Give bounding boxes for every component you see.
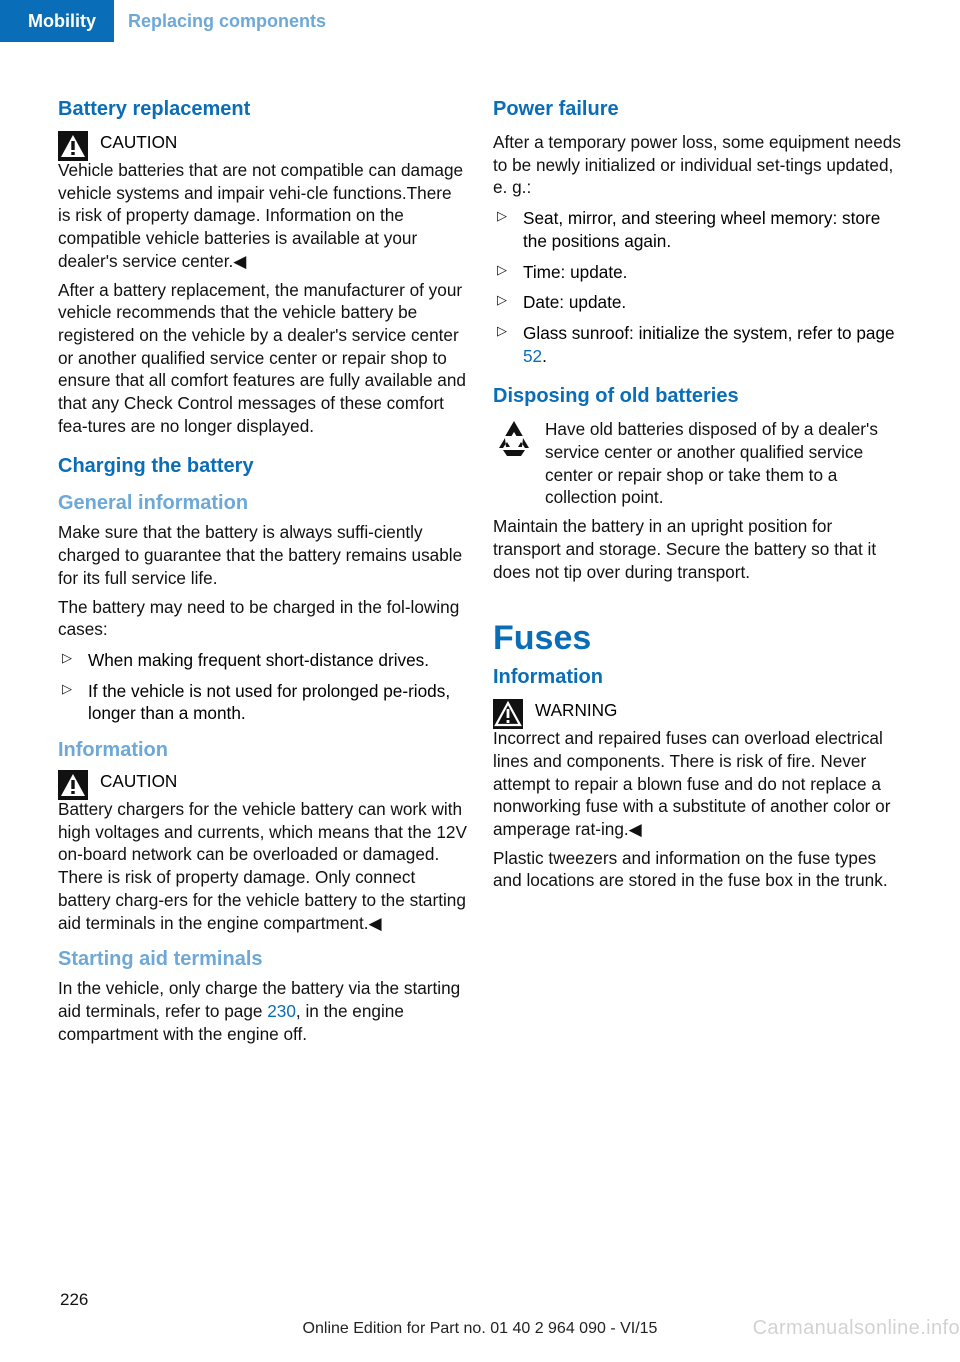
paragraph-starting-aid: In the vehicle, only charge the battery … [58,977,467,1045]
caution-2-text: CAUTION [100,770,177,795]
warning-box: WARNING [493,699,902,729]
warning-icon [493,699,527,729]
recycle-row: Have old batteries disposed of by a deal… [493,418,902,509]
paragraph-general-2: The battery may need to be charged in th… [58,596,467,641]
page: Mobility Replacing components Battery re… [0,0,960,1362]
caution-box-2: CAUTION [58,770,467,800]
paragraph-general-1: Make sure that the battery is always suf… [58,521,467,589]
heading-power-failure: Power failure [493,98,902,121]
caution-1-body: Vehicle batteries that are not compatibl… [58,159,467,273]
link-page-230[interactable]: 230 [267,1001,296,1021]
footer-line: Online Edition for Part no. 01 40 2 964 … [0,1320,960,1338]
caution-2-label: CAUTION [100,770,177,793]
page-number: 226 [60,1290,88,1310]
warning-text: WARNING [535,699,617,724]
heading-battery-replacement: Battery replacement [58,98,467,121]
heading-info: Information [58,739,467,762]
paragraph-maintain: Maintain the battery in an upright posit… [493,515,902,583]
glass-sunroof-pre: Glass sunroof: initialize the system, re… [523,323,895,343]
recycle-icon [493,418,539,465]
caution-1-label: CAUTION [100,131,177,154]
content: Battery replacement CAUTION Vehicle batt… [0,42,960,1051]
caution-icon [58,131,92,161]
column-right: Power failure After a temporary power lo… [493,80,902,1051]
warning-label: WARNING [535,699,617,722]
paragraph-power-failure: After a temporary power loss, some equip… [493,131,902,199]
heading-charging-battery: Charging the battery [58,455,467,478]
header-tab: Mobility [0,0,114,42]
header-breadcrumb: Replacing components [114,0,326,42]
list-charging-cases: When making frequent short-distance driv… [58,649,467,725]
header: Mobility Replacing components [0,0,960,42]
paragraph-after-replacement: After a battery replacement, the manufac… [58,279,467,438]
list-item: Time: update. [493,261,902,284]
warning-body: Incorrect and repaired fuses can overloa… [493,727,902,841]
heading-general-info: General information [58,492,467,515]
caution-2-body: Battery chargers for the vehicle battery… [58,798,467,934]
caution-box-1: CAUTION [58,131,467,161]
list-item: Date: update. [493,291,902,314]
caution-1-text: CAUTION [100,131,177,156]
list-power-failure: Seat, mirror, and steering wheel memory:… [493,207,902,367]
list-item: If the vehicle is not used for prolonged… [58,680,467,725]
heading-fuses-info: Information [493,666,902,689]
list-item: Glass sunroof: initialize the system, re… [493,322,902,367]
column-left: Battery replacement CAUTION Vehicle batt… [58,80,467,1051]
paragraph-tweezers: Plastic tweezers and information on the … [493,847,902,892]
paragraph-recycle: Have old batteries disposed of by a deal… [545,418,902,509]
heading-starting-aid: Starting aid terminals [58,948,467,971]
heading-fuses: Fuses [493,619,902,658]
list-item: Seat, mirror, and steering wheel memory:… [493,207,902,252]
heading-disposing: Disposing of old batteries [493,385,902,408]
link-page-52[interactable]: 52 [523,346,542,366]
glass-sunroof-post: . [542,346,547,366]
caution-icon [58,770,92,800]
list-item: When making frequent short-distance driv… [58,649,467,672]
